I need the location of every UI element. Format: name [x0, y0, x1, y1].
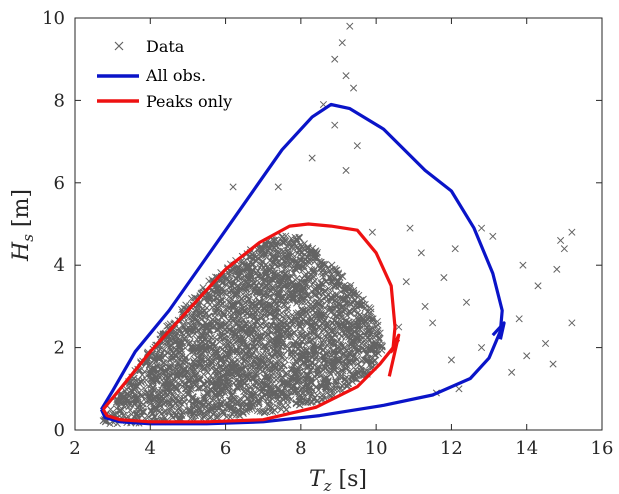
y-tick-label: 4: [54, 255, 65, 276]
x-tick-label: 12: [440, 438, 463, 459]
legend: Data All obs. Peaks only: [97, 37, 232, 111]
scatter-point: [560, 245, 568, 253]
x-tick-label: 2: [69, 438, 80, 459]
y-axis-label: Hs [m]: [9, 189, 37, 262]
scatter-point: [395, 323, 403, 331]
y-axis-unit: [m]: [9, 189, 34, 234]
scatter-point: [229, 183, 237, 191]
scatter-point: [451, 245, 459, 253]
scatter-point: [447, 356, 455, 364]
scatter-point: [331, 121, 339, 129]
x-tick-label: 8: [295, 438, 306, 459]
scatter-point: [455, 385, 463, 393]
scatter-point: [515, 315, 523, 323]
x-axis-sub: z: [323, 477, 332, 494]
scatter-point: [519, 261, 527, 269]
axes-frame: [74, 17, 603, 431]
scatter-point: [534, 282, 542, 290]
scatter-point: [331, 55, 339, 63]
scatter-point: [402, 278, 410, 286]
x-tick-label: 4: [145, 438, 156, 459]
scatter-point: [477, 344, 486, 352]
scatter-point: [557, 236, 565, 245]
scatter-point: [568, 319, 576, 327]
scatter-point: [342, 166, 350, 174]
scatter-point: [406, 224, 414, 232]
legend-marker-x: [114, 41, 124, 51]
scatter-point: [523, 352, 531, 360]
legend-label-peaks-only: Peaks only: [146, 92, 232, 111]
scatter-point: [440, 274, 448, 282]
x-tick-label: 10: [365, 438, 388, 459]
scatter-point: [342, 72, 350, 80]
contour-series-peaks-only: [101, 222, 401, 424]
contour-line-tail: [491, 321, 506, 340]
y-tick-label: 10: [42, 8, 65, 29]
x-axis-label: Tz [s]: [309, 467, 367, 494]
contour-line: [99, 102, 504, 426]
scatter-point: [353, 142, 361, 150]
scatter-point: [346, 22, 354, 30]
x-tick-label: 6: [220, 438, 231, 459]
plot-area: [99, 22, 576, 428]
scatter-point: [553, 265, 561, 273]
contour-line-tail: [387, 333, 401, 377]
x-tick-label: 14: [515, 438, 538, 459]
scatter-point: [489, 232, 497, 240]
contour-line: [101, 222, 397, 424]
scatter-points-dense: [99, 232, 386, 428]
legend-label-all-obs: All obs.: [145, 66, 206, 85]
x-axis-unit: [s]: [332, 467, 367, 492]
y-tick-label: 0: [54, 420, 65, 441]
x-axis-var: T: [309, 467, 326, 492]
scatter-point: [308, 154, 316, 162]
legend-item-peaks-only: Peaks only: [97, 92, 232, 111]
scatter-point: [568, 228, 576, 236]
x-tick-label: 16: [591, 438, 614, 459]
legend-label-data: Data: [146, 37, 185, 56]
legend-item-data: Data: [114, 37, 185, 56]
scatter-point: [421, 302, 429, 310]
scatter-point: [549, 360, 557, 368]
scatter-point: [541, 339, 550, 348]
scatter-point: [508, 368, 516, 376]
contour-series-all-obs: [99, 102, 506, 426]
y-axis-sub: s: [19, 234, 37, 242]
y-axis-var: H: [9, 241, 34, 262]
legend-item-all-obs: All obs.: [97, 66, 206, 85]
y-tick-label: 6: [54, 173, 65, 194]
scatter-point: [274, 183, 282, 191]
scatter-series-data: [99, 22, 576, 428]
scatter-point: [462, 298, 471, 306]
scatter-point: [429, 319, 437, 327]
scatter-point: [417, 249, 425, 257]
y-tick-label: 2: [54, 338, 65, 359]
y-tick-label: 8: [54, 90, 65, 111]
scatter-point: [338, 39, 346, 47]
scatter-point: [350, 84, 358, 92]
scatter-point: [368, 228, 376, 236]
scatter-point: [477, 224, 486, 232]
